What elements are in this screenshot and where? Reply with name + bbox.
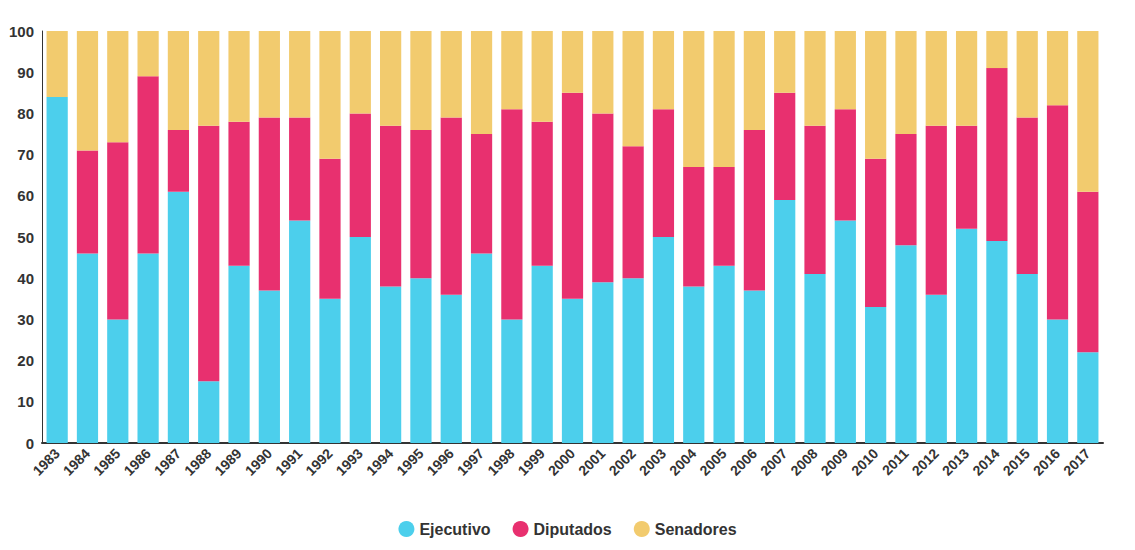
svg-text:90: 90 xyxy=(17,64,34,81)
svg-text:2009: 2009 xyxy=(818,445,851,478)
svg-text:2010: 2010 xyxy=(848,445,881,478)
svg-text:Ejecutivo: Ejecutivo xyxy=(419,521,490,538)
svg-text:0: 0 xyxy=(26,435,34,452)
svg-text:2013: 2013 xyxy=(939,445,972,478)
svg-text:50: 50 xyxy=(17,229,34,246)
svg-text:70: 70 xyxy=(17,146,34,163)
svg-text:1998: 1998 xyxy=(484,445,517,478)
svg-text:2004: 2004 xyxy=(666,445,699,478)
svg-text:2011: 2011 xyxy=(879,445,912,478)
svg-text:1989: 1989 xyxy=(211,445,244,478)
svg-text:1987: 1987 xyxy=(151,445,184,478)
svg-text:2005: 2005 xyxy=(696,445,729,478)
svg-text:2015: 2015 xyxy=(1000,445,1033,478)
svg-text:1986: 1986 xyxy=(120,445,153,478)
svg-text:2012: 2012 xyxy=(909,445,942,478)
svg-text:1996: 1996 xyxy=(424,445,457,478)
svg-text:2008: 2008 xyxy=(787,445,820,478)
svg-text:40: 40 xyxy=(17,270,34,287)
svg-text:2001: 2001 xyxy=(575,445,608,478)
svg-text:1985: 1985 xyxy=(90,445,123,478)
svg-text:30: 30 xyxy=(17,311,34,328)
svg-text:1983: 1983 xyxy=(29,445,62,478)
svg-text:2007: 2007 xyxy=(757,445,790,478)
svg-text:1992: 1992 xyxy=(302,445,335,478)
svg-text:10: 10 xyxy=(17,393,34,410)
svg-text:2006: 2006 xyxy=(727,445,760,478)
svg-text:2002: 2002 xyxy=(605,445,638,478)
svg-text:1995: 1995 xyxy=(393,445,426,478)
svg-text:1997: 1997 xyxy=(454,445,487,478)
svg-text:Diputados: Diputados xyxy=(534,521,612,538)
svg-text:2003: 2003 xyxy=(636,445,669,478)
svg-text:1999: 1999 xyxy=(515,445,548,478)
svg-text:1991: 1991 xyxy=(272,445,305,478)
svg-text:Senadores: Senadores xyxy=(655,521,737,538)
svg-text:2000: 2000 xyxy=(545,445,578,478)
svg-text:2017: 2017 xyxy=(1060,445,1093,478)
svg-text:100: 100 xyxy=(9,23,34,40)
svg-text:60: 60 xyxy=(17,187,34,204)
svg-text:2014: 2014 xyxy=(969,445,1002,478)
svg-text:1988: 1988 xyxy=(181,445,214,478)
svg-text:2016: 2016 xyxy=(1030,445,1063,478)
svg-text:80: 80 xyxy=(17,105,34,122)
svg-text:20: 20 xyxy=(17,352,34,369)
svg-text:1984: 1984 xyxy=(60,445,93,478)
svg-text:1994: 1994 xyxy=(363,445,396,478)
svg-text:1993: 1993 xyxy=(333,445,366,478)
svg-text:1990: 1990 xyxy=(242,445,275,478)
